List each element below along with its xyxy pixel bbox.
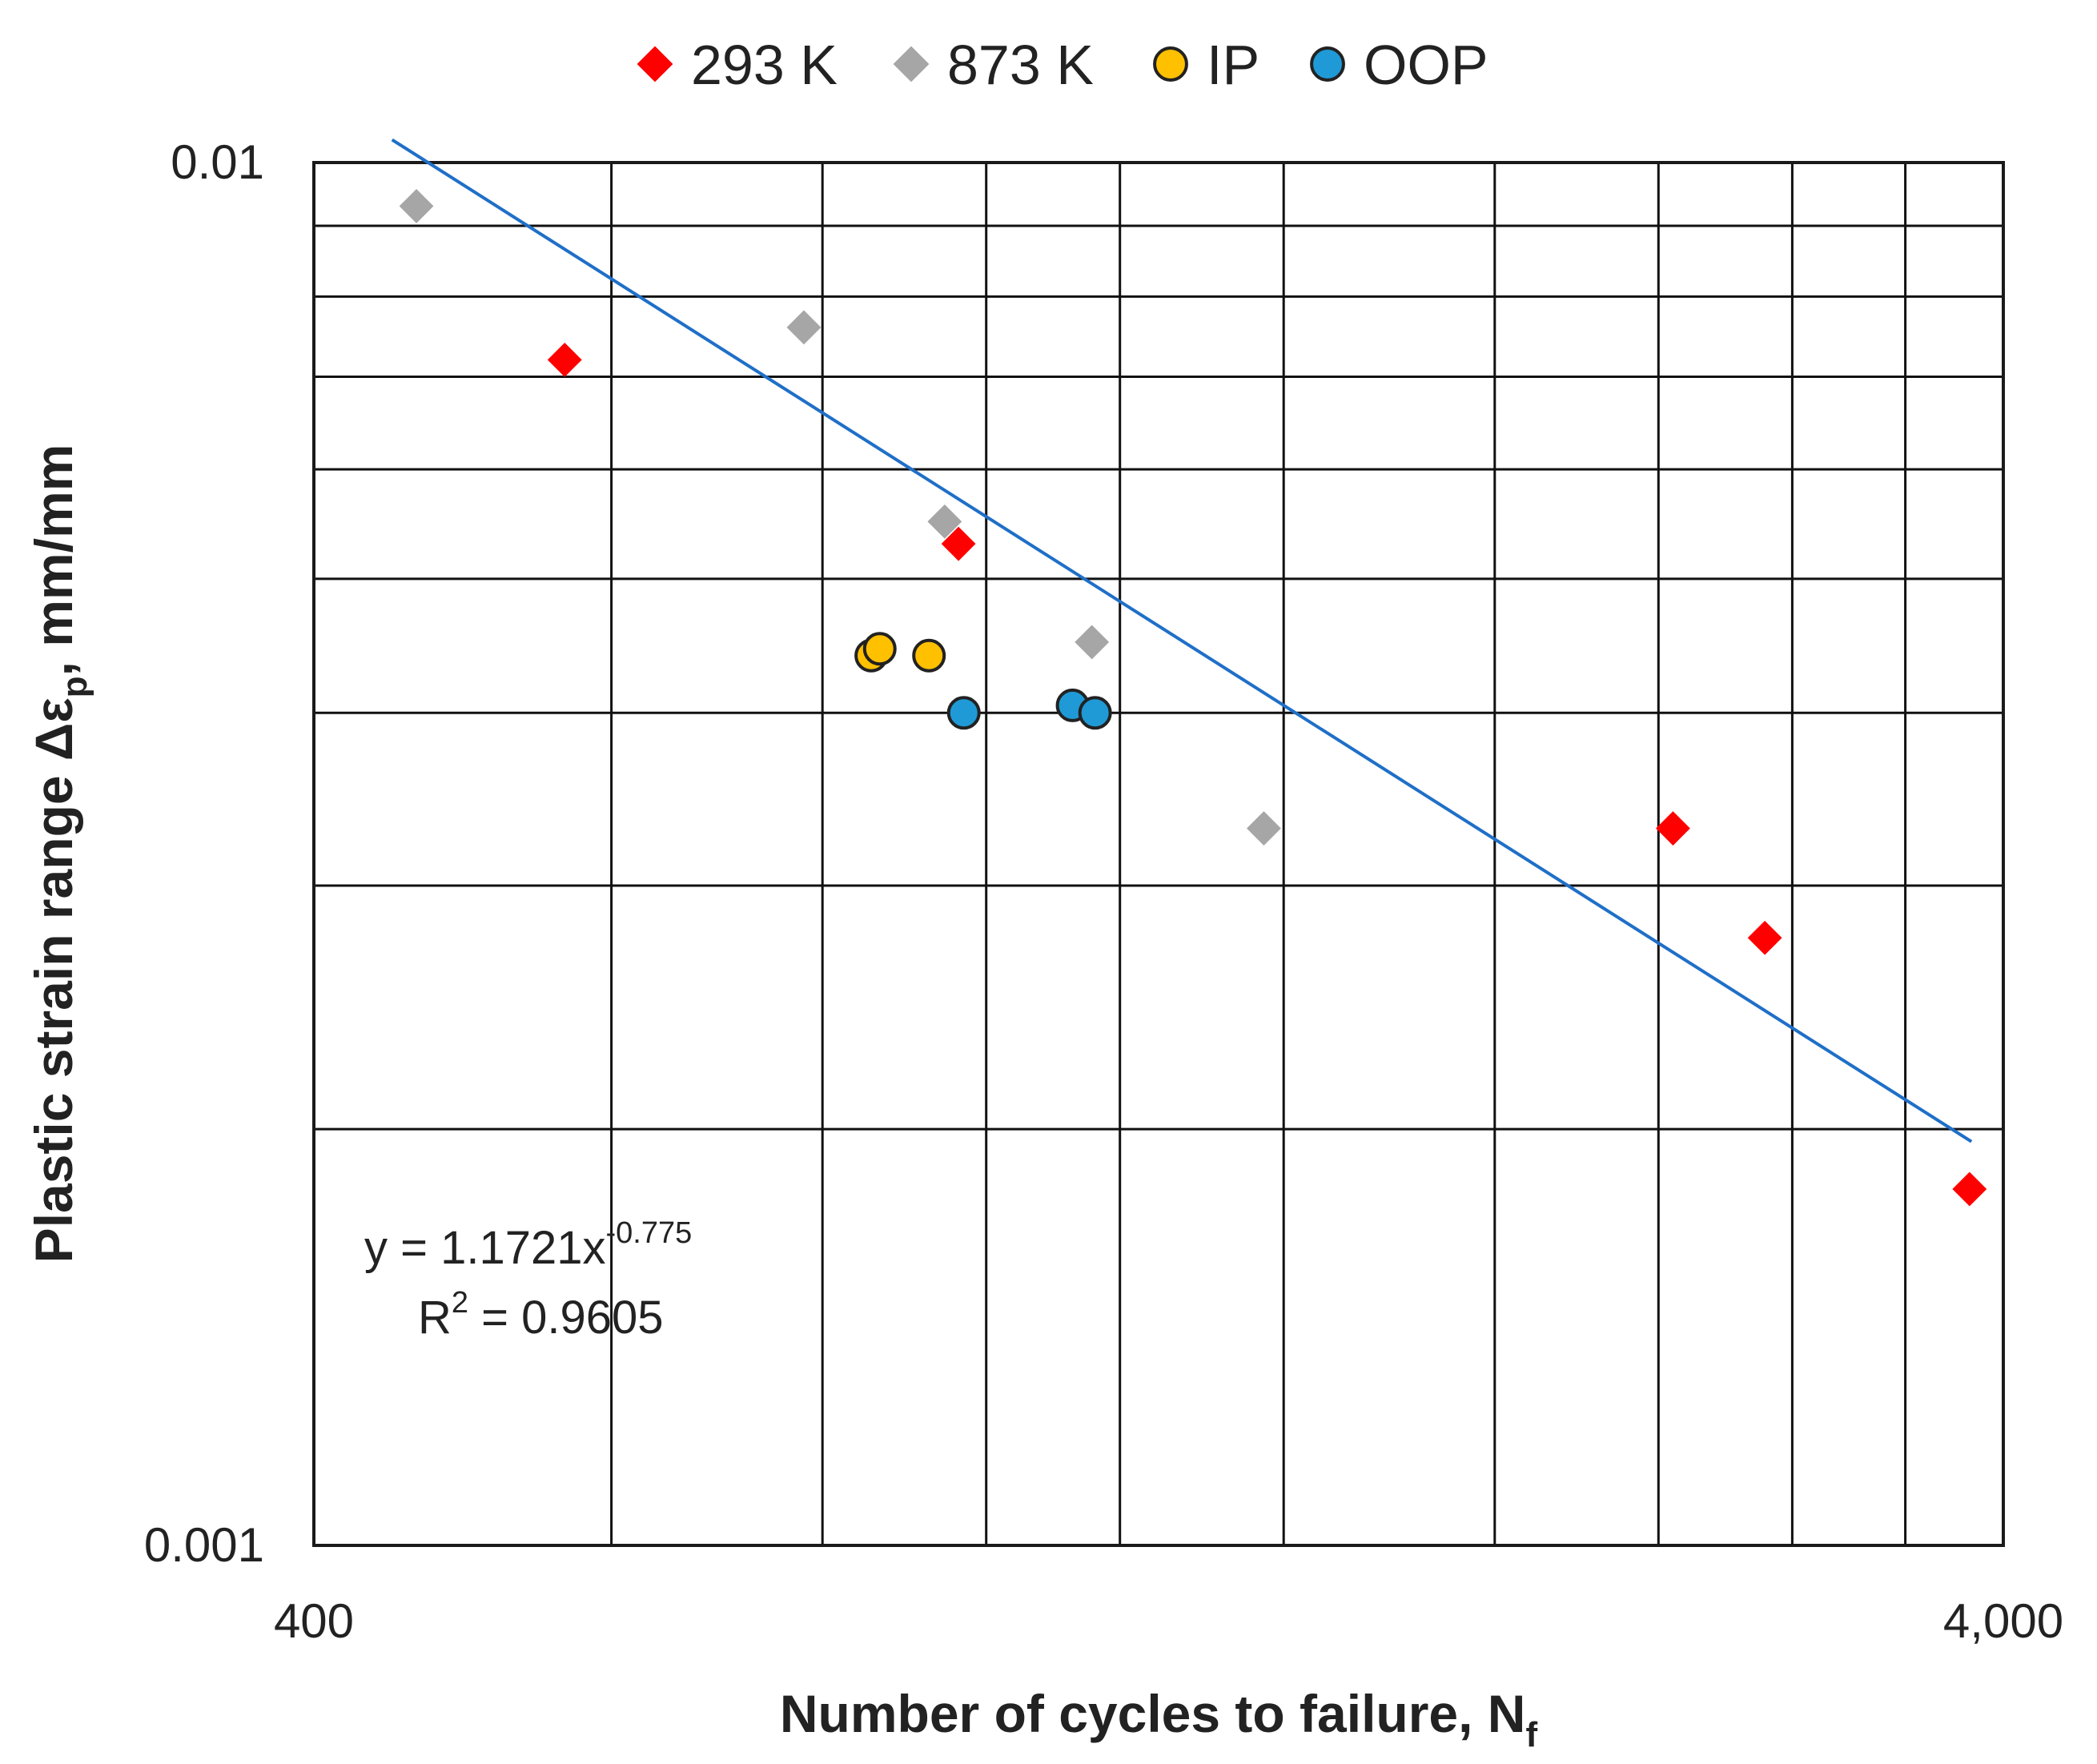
point-293-k	[1952, 1171, 1987, 1207]
grid	[314, 161, 2003, 1545]
point-293-k	[941, 526, 976, 561]
point-oop	[946, 696, 981, 730]
point-873-k	[1075, 625, 1110, 660]
legend-label-oop: OOP	[1364, 34, 1488, 96]
point-293-k	[1656, 811, 1690, 846]
x-tick-label: 400	[274, 1594, 354, 1648]
legend-marker-oop	[1310, 46, 1345, 82]
trend-equation: y = 1.1721x-0.775	[364, 1216, 692, 1274]
point-293-k	[1747, 920, 1782, 955]
point-873-k	[1247, 811, 1281, 846]
point-873-k	[786, 310, 822, 345]
tick-labels: 400 4,000 0.01 0.001	[144, 135, 2063, 1648]
legend-label-293-k: 293 K	[691, 34, 838, 96]
trendline-layer	[391, 138, 1973, 1143]
data-points	[399, 189, 1987, 1207]
legend-marker-873-k	[893, 46, 930, 82]
legend: 293 K 873 K IP OOP	[637, 34, 1488, 96]
y-tick-label: 0.01	[171, 135, 264, 189]
trend-r-squared: R2 = 0.9605	[418, 1286, 664, 1344]
legend-marker-ip	[1153, 46, 1188, 82]
plot-area-frame	[312, 161, 2005, 1547]
point-ip	[862, 632, 897, 666]
y-axis-title: Plastic strain range Δεp, mm/mm	[24, 444, 94, 1264]
point-293-k	[547, 342, 582, 377]
legend-label-873-k: 873 K	[947, 34, 1094, 96]
trendline	[391, 138, 1973, 1143]
point-ip	[912, 638, 946, 673]
legend-marker-293-k	[637, 46, 673, 82]
legend-label-ip: IP	[1207, 34, 1259, 96]
point-873-k	[399, 189, 434, 223]
x-tick-label: 4,000	[1943, 1594, 2063, 1648]
point-873-k	[927, 504, 962, 539]
x-axis-title: Number of cycles to failure, Nf	[780, 1684, 1538, 1754]
y-tick-label: 0.001	[144, 1518, 264, 1572]
point-oop	[1078, 696, 1112, 730]
